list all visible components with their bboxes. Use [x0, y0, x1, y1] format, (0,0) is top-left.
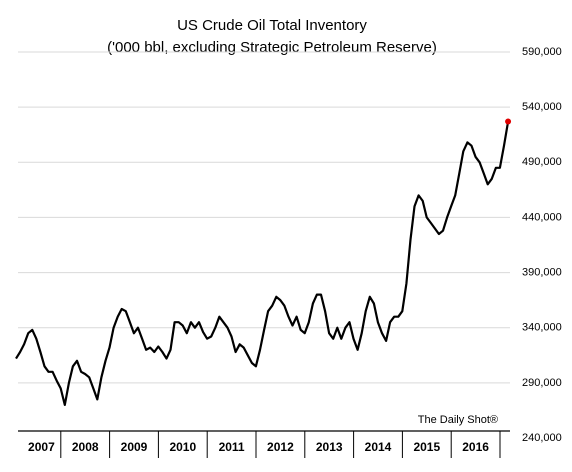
x-tick-label: 2015 — [413, 440, 440, 454]
x-tick-label: 2011 — [219, 440, 245, 454]
x-tick-label: 2010 — [169, 440, 196, 454]
y-tick-label: 590,000 — [522, 46, 562, 58]
x-tick-label: 2013 — [316, 440, 343, 454]
line — [15, 121, 510, 406]
x-tick-label: 2009 — [121, 440, 148, 454]
chart-subtitle: ('000 bbl, excluding Strategic Petroleum… — [107, 39, 437, 56]
x-tick-label: 2007 — [28, 440, 55, 454]
x-tick-label: 2016 — [462, 440, 489, 454]
y-tick-label: 240,000 — [522, 432, 562, 444]
x-tick-label: 2014 — [365, 440, 392, 454]
y-tick-label: 540,000 — [522, 101, 562, 113]
source-note: The Daily Shot® — [418, 414, 498, 426]
y-tick-label: 390,000 — [522, 266, 562, 278]
y-tick-label: 340,000 — [522, 322, 562, 334]
last-point-marker — [505, 118, 512, 125]
y-tick-label: 440,000 — [522, 211, 562, 223]
y-tick-label: 490,000 — [522, 156, 562, 168]
x-tick-label: 2008 — [72, 440, 99, 454]
x-tick-label: 2012 — [267, 440, 294, 454]
chart-title: US Crude Oil Total Inventory — [177, 17, 367, 34]
y-tick-label: 290,000 — [522, 377, 562, 389]
